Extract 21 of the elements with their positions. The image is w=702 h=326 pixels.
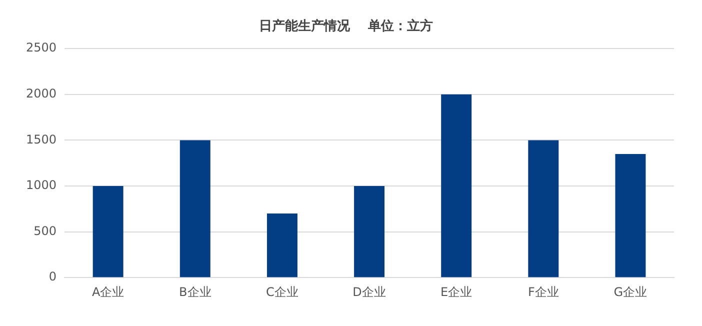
x-tick-label: G企业 [614, 284, 648, 299]
x-tick-label: A企业 [92, 284, 124, 299]
y-tick-label: 500 [34, 224, 57, 238]
bar [441, 94, 472, 278]
y-tick-label: 2500 [26, 40, 57, 55]
bar [528, 140, 559, 278]
x-tick-label: E企业 [440, 284, 472, 299]
chart-title: 日产能生产情况 单位：立方 [258, 18, 434, 34]
x-tick-label: F企业 [528, 284, 559, 299]
y-tick-label: 1500 [26, 132, 57, 146]
bar [266, 213, 298, 278]
bar [180, 140, 210, 278]
x-tick-label: B企业 [179, 284, 212, 299]
bar [92, 186, 124, 278]
y-tick-label: 1000 [26, 178, 57, 192]
x-tick-label: C企业 [266, 284, 298, 299]
x-tick-label: D企业 [352, 284, 386, 299]
y-tick-label: 0 [48, 270, 57, 284]
y-tick-label: 2000 [26, 86, 57, 101]
bar [615, 154, 646, 278]
bar [354, 186, 385, 278]
